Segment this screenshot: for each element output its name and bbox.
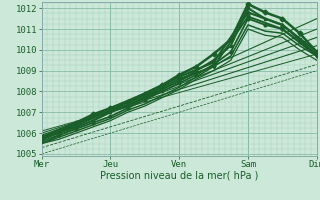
X-axis label: Pression niveau de la mer( hPa ): Pression niveau de la mer( hPa ) <box>100 171 258 181</box>
